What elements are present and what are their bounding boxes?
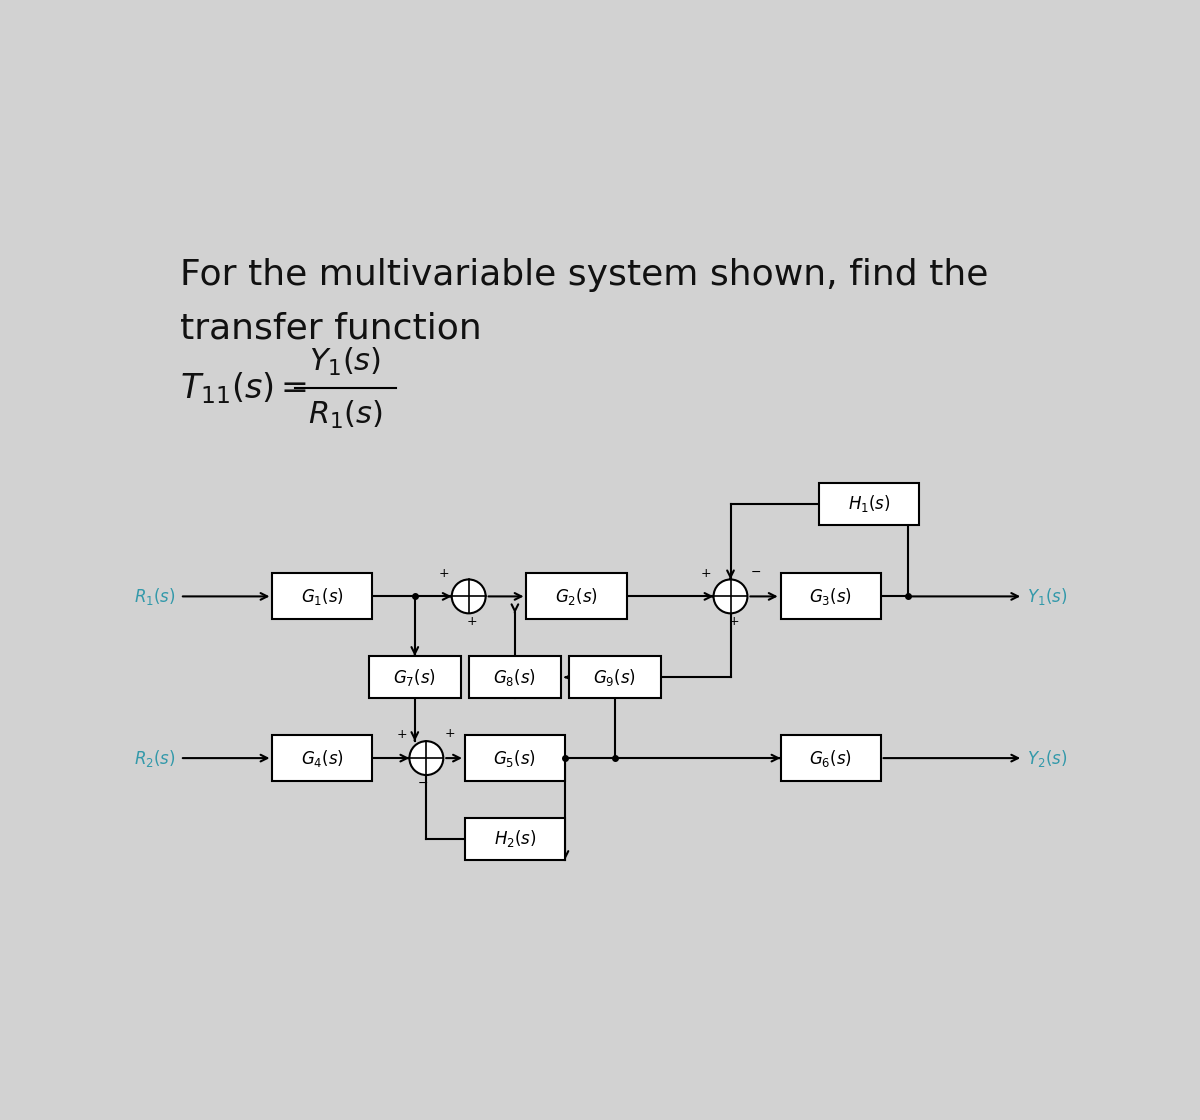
Text: $+$: $+$ — [396, 728, 407, 741]
Text: $G_4(s)$: $G_4(s)$ — [301, 748, 344, 768]
Text: $G_1(s)$: $G_1(s)$ — [301, 586, 344, 607]
Text: $G_9(s)$: $G_9(s)$ — [594, 666, 636, 688]
Text: $-$: $-$ — [416, 776, 428, 790]
Text: $G_2(s)$: $G_2(s)$ — [554, 586, 598, 607]
Text: $G_5(s)$: $G_5(s)$ — [493, 748, 536, 768]
FancyBboxPatch shape — [469, 656, 562, 699]
Text: $G_3(s)$: $G_3(s)$ — [809, 586, 852, 607]
Text: $+$: $+$ — [466, 615, 478, 627]
FancyBboxPatch shape — [368, 656, 461, 699]
Circle shape — [714, 579, 748, 614]
FancyBboxPatch shape — [780, 735, 881, 782]
FancyBboxPatch shape — [272, 573, 372, 619]
FancyBboxPatch shape — [464, 818, 565, 860]
Text: $+$: $+$ — [438, 567, 450, 580]
Text: $G_6(s)$: $G_6(s)$ — [809, 748, 852, 768]
Text: $R_2(s)$: $R_2(s)$ — [134, 748, 176, 768]
Text: $Y_1(s)$: $Y_1(s)$ — [1027, 586, 1067, 607]
Text: $H_1(s)$: $H_1(s)$ — [847, 494, 890, 514]
FancyBboxPatch shape — [780, 573, 881, 619]
FancyBboxPatch shape — [464, 735, 565, 782]
Circle shape — [451, 579, 486, 614]
Text: $Y_1(s)$: $Y_1(s)$ — [310, 345, 382, 377]
Circle shape — [409, 741, 443, 775]
Text: $T_{11}(s)=$: $T_{11}(s)=$ — [180, 371, 307, 407]
Text: For the multivariable system shown, find the: For the multivariable system shown, find… — [180, 258, 989, 291]
FancyBboxPatch shape — [569, 656, 661, 699]
Text: $R_1(s)$: $R_1(s)$ — [134, 586, 176, 607]
Text: $+$: $+$ — [444, 727, 455, 740]
Text: $+$: $+$ — [728, 615, 739, 627]
Text: $H_2(s)$: $H_2(s)$ — [493, 829, 536, 849]
Text: $G_7(s)$: $G_7(s)$ — [394, 666, 437, 688]
Text: transfer function: transfer function — [180, 311, 481, 345]
FancyBboxPatch shape — [527, 573, 626, 619]
FancyBboxPatch shape — [820, 483, 919, 525]
Text: $+$: $+$ — [701, 567, 712, 580]
Text: $G_8(s)$: $G_8(s)$ — [493, 666, 536, 688]
Text: $Y_2(s)$: $Y_2(s)$ — [1027, 748, 1067, 768]
Text: $R_1(s)$: $R_1(s)$ — [308, 400, 383, 431]
FancyBboxPatch shape — [272, 735, 372, 782]
Text: $-$: $-$ — [750, 566, 761, 578]
